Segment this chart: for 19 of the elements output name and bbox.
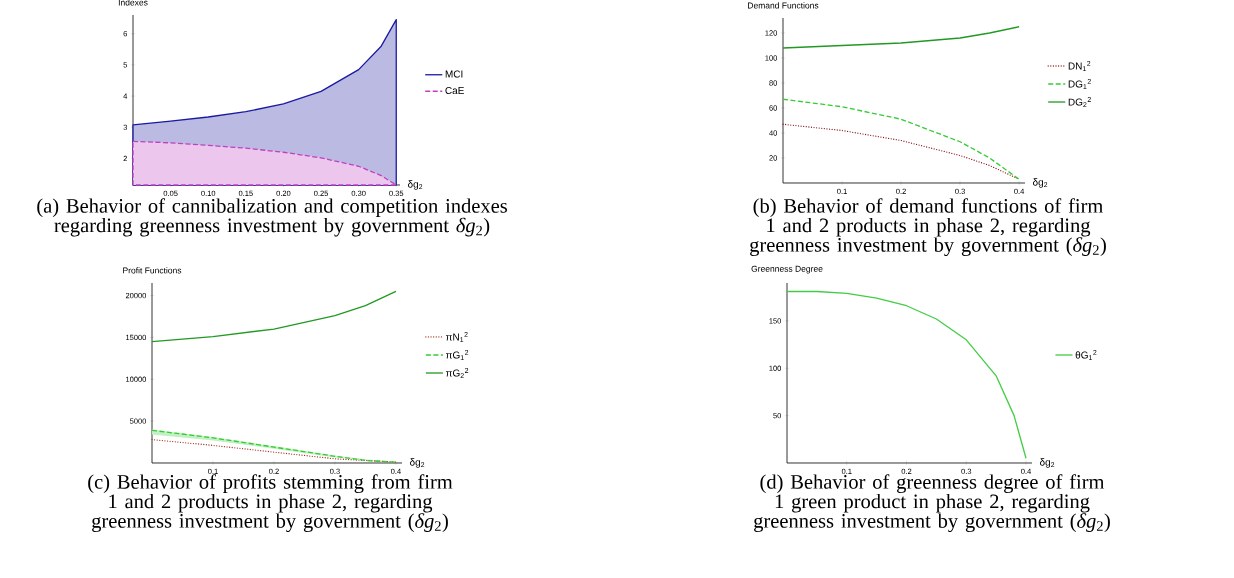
x-axis-title: δg$_{2}$ xyxy=(409,458,425,468)
line-series xyxy=(786,290,1027,459)
y-axis-title: Profit Functions xyxy=(123,267,182,274)
legend-label: MCI xyxy=(445,70,463,78)
text: (b) Behavior of demand functions of firm 1 and 2 products in phase 2, regarding greenness investment by government (δg$_{2}$) xyxy=(750,198,1106,257)
legend-label: CaE xyxy=(445,86,464,95)
text: (c) Behavior of profits stemming from firm 1 and 2 products in phase 2, regarding greenness investment by government (δg$_{2}$) xyxy=(88,474,453,533)
x-axis-title: δg$_{2}$ xyxy=(1032,178,1048,188)
y-axis-title: Demand Functions xyxy=(748,2,819,9)
line-series xyxy=(782,26,1020,49)
y-axis-title: Indexes xyxy=(118,0,148,6)
text: (d) Behavior of greenness degree of firm 1 green product in phase 2, regarding greenness investment by government (δg$_{2}$) xyxy=(754,474,1110,533)
line-series xyxy=(782,98,1020,180)
y-axis-title: Greenness Degree xyxy=(751,265,823,274)
x-axis-title: δg$_{2}$ xyxy=(407,180,423,190)
line-series xyxy=(151,438,397,463)
text: (a) Behavior of cannibalization and competition indexes regarding greenness investment by government δg$_{2}$) xyxy=(37,198,507,237)
x-axis-title: δg$_{2}$ xyxy=(1039,458,1055,468)
line-series xyxy=(151,290,397,343)
